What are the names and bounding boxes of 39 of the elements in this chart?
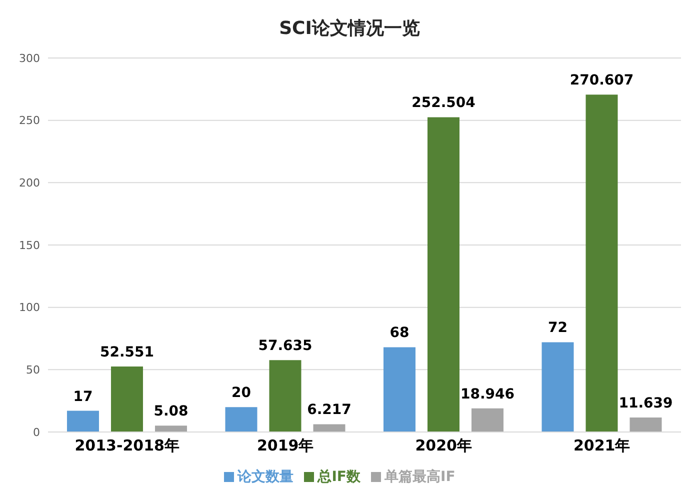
bar: [427, 117, 460, 432]
data-label: 252.504: [412, 95, 476, 112]
data-label: 17: [73, 388, 93, 405]
legend-label: 单篇最高IF: [384, 469, 456, 485]
data-label: 52.551: [100, 344, 154, 360]
bar: [542, 342, 574, 432]
bar: [383, 347, 416, 432]
data-label: 6.217: [307, 402, 352, 418]
data-label: 68: [390, 325, 410, 342]
bar: [586, 94, 618, 432]
bar: [471, 408, 504, 432]
data-label: 18.946: [460, 386, 515, 402]
data-label: 11.639: [618, 395, 673, 412]
bar: [313, 424, 346, 432]
bar: [154, 426, 187, 432]
x-tick-label: 2019年: [257, 436, 314, 455]
bar: [225, 407, 258, 432]
bar: [110, 366, 143, 432]
y-tick-label: 100: [19, 301, 40, 314]
data-label: 72: [548, 320, 568, 336]
y-tick-label: 0: [33, 426, 40, 439]
data-label: 270.607: [570, 72, 634, 89]
data-label: 57.635: [258, 338, 312, 354]
y-tick-label: 300: [19, 52, 40, 65]
bar: [630, 417, 662, 432]
bar: [269, 360, 302, 432]
x-tick-label: 2020年: [415, 436, 472, 455]
y-tick-label: 150: [19, 238, 40, 252]
chart-title: SCI论文情况一览: [278, 17, 421, 41]
x-tick-label: 2013-2018年: [74, 436, 180, 455]
y-tick-label: 250: [19, 114, 40, 128]
data-label: 5.08: [154, 404, 188, 420]
x-tick-label: 2021年: [574, 436, 630, 455]
bar: [66, 410, 99, 432]
data-label: 20: [232, 385, 252, 402]
legend-label: 论文数量: [238, 469, 294, 485]
legend-label: 总IF数: [318, 469, 360, 485]
y-tick-label: 200: [19, 176, 40, 190]
y-tick-label: 50: [26, 364, 40, 377]
